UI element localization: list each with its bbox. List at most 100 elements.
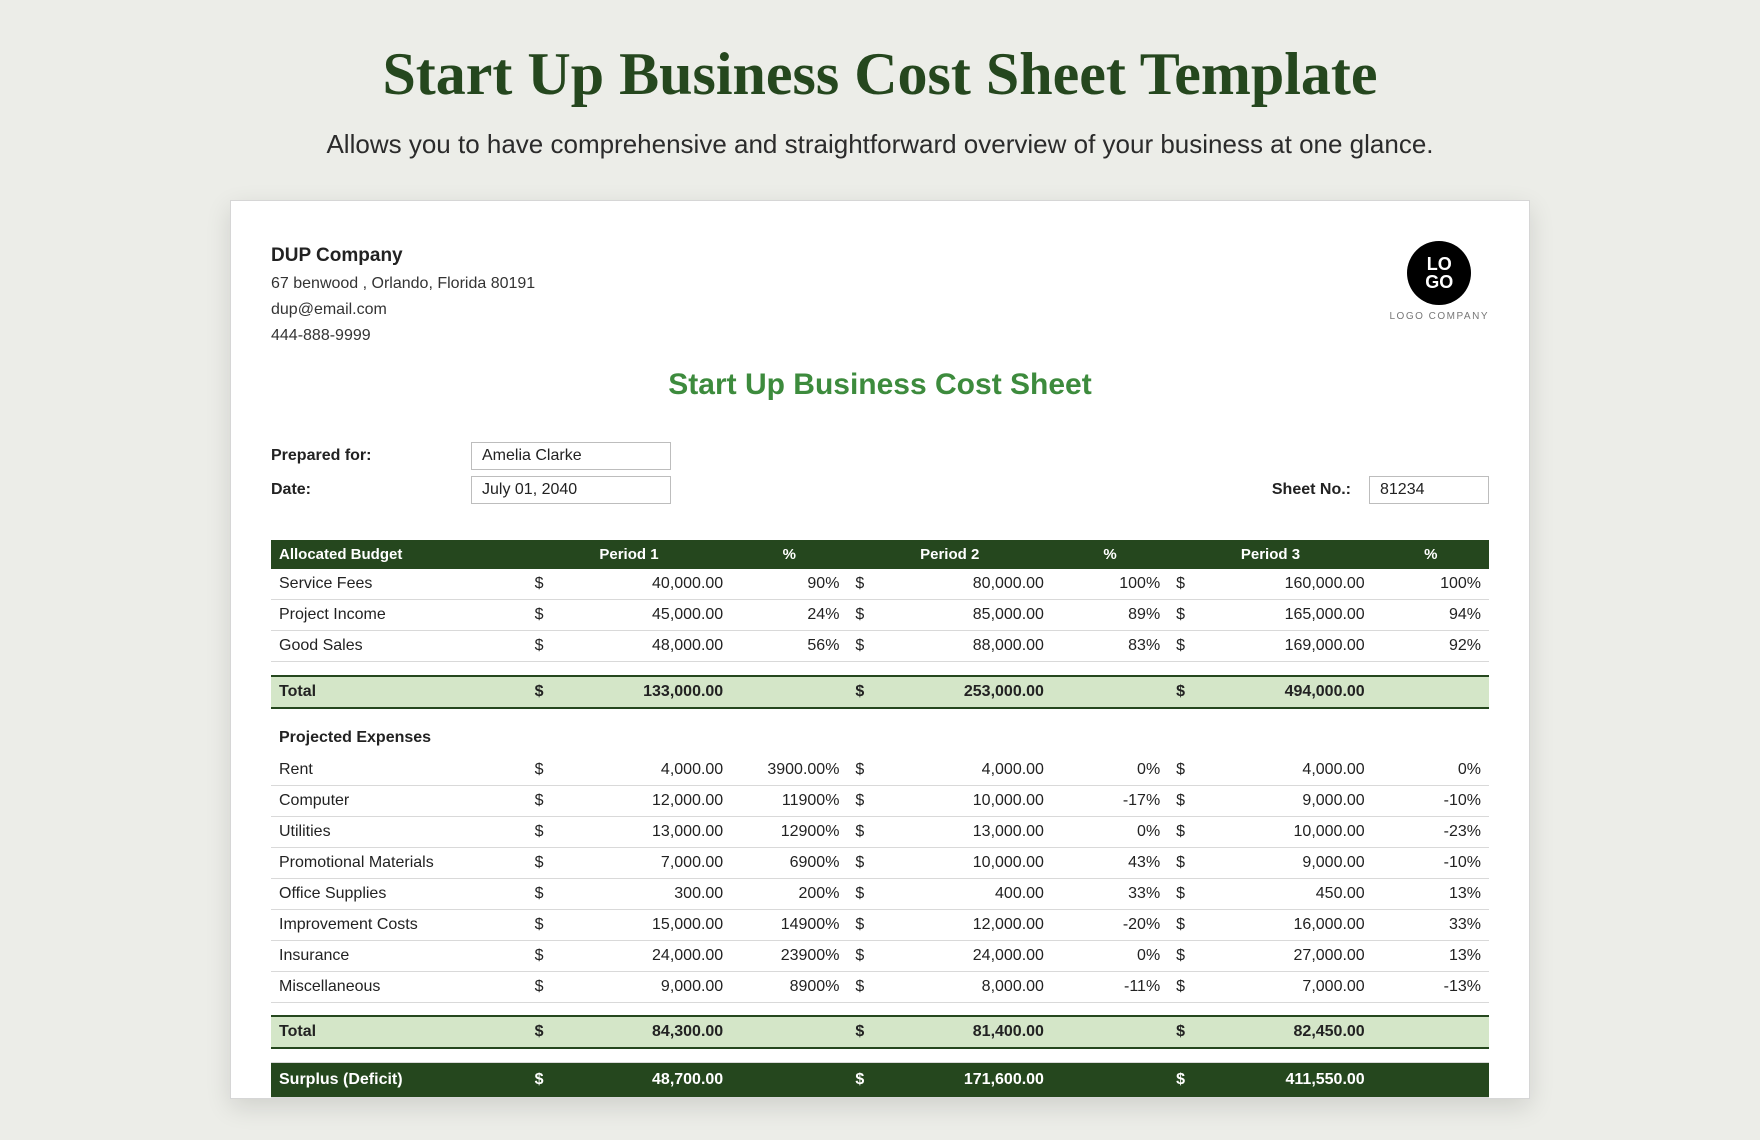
currency-symbol: $ [1168,878,1198,909]
date-value[interactable]: July 01, 2040 [471,476,671,504]
company-block: DUP Company 67 benwood , Orlando, Florid… [271,241,535,348]
sheet-no-value[interactable]: 81234 [1369,476,1489,504]
surplus-p1: 48,700.00 [557,1062,731,1097]
currency-symbol: $ [847,909,877,940]
row-p2: 13,000.00 [878,816,1052,847]
currency-symbol: $ [1168,600,1198,631]
currency-symbol: $ [527,755,557,786]
row-p2: 10,000.00 [878,847,1052,878]
currency-symbol: $ [527,909,557,940]
expense-row: Rent$4,000.003900.00%$4,000.000%$4,000.0… [271,755,1489,786]
budget-total-row: Total $ 133,000.00 $ 253,000.00 $ 494,00… [271,676,1489,708]
currency-symbol: $ [847,1062,877,1097]
surplus-p2: 171,600.00 [878,1062,1052,1097]
prepared-for-label: Prepared for: [271,447,451,465]
row-label: Office Supplies [271,878,527,909]
expense-total-p2: 81,400.00 [878,1016,1052,1048]
expense-row: Miscellaneous$9,000.008900%$8,000.00-11%… [271,971,1489,1002]
row-p2-pct: -11% [1052,971,1168,1002]
currency-symbol: $ [847,631,877,662]
expenses-section-title: Projected Expenses [271,708,1489,755]
row-p2-pct: 43% [1052,847,1168,878]
row-p1-pct: 90% [731,569,847,600]
expense-row: Computer$12,000.0011900%$10,000.00-17%$9… [271,785,1489,816]
row-p3-pct: 13% [1373,878,1489,909]
expense-total-p3: 82,450.00 [1198,1016,1372,1048]
row-p3-pct: 0% [1373,755,1489,786]
row-p3: 4,000.00 [1198,755,1372,786]
row-label: Good Sales [271,631,527,662]
row-p1: 12,000.00 [557,785,731,816]
row-p1: 300.00 [557,878,731,909]
currency-symbol: $ [1168,755,1198,786]
row-p3-pct: -10% [1373,847,1489,878]
col-period-3: Period 3 [1168,540,1373,569]
currency-symbol: $ [527,816,557,847]
row-p1-pct: 23900% [731,940,847,971]
row-p3-pct: 94% [1373,600,1489,631]
currency-symbol: $ [1168,785,1198,816]
row-label: Improvement Costs [271,909,527,940]
row-p2: 24,000.00 [878,940,1052,971]
row-label: Rent [271,755,527,786]
row-p1: 40,000.00 [557,569,731,600]
currency-symbol: $ [527,631,557,662]
budget-row: Project Income$45,000.0024%$85,000.0089%… [271,600,1489,631]
row-p2: 10,000.00 [878,785,1052,816]
prepared-for-value[interactable]: Amelia Clarke [471,442,671,470]
currency-symbol: $ [847,600,877,631]
currency-symbol: $ [1168,1016,1198,1048]
page-title: Start Up Business Cost Sheet Template [382,40,1377,109]
table-header-row: Allocated Budget Period 1 % Period 2 % P… [271,540,1489,569]
surplus-row: Surplus (Deficit) $ 48,700.00 $ 171,600.… [271,1062,1489,1097]
logo-block: LOGO LOGO COMPANY [1390,241,1490,322]
row-p3: 10,000.00 [1198,816,1372,847]
company-email: dup@email.com [271,297,535,323]
row-p3: 160,000.00 [1198,569,1372,600]
date-label: Date: [271,481,451,499]
row-label: Utilities [271,816,527,847]
currency-symbol: $ [527,878,557,909]
currency-symbol: $ [847,1016,877,1048]
row-p2: 80,000.00 [878,569,1052,600]
currency-symbol: $ [1168,631,1198,662]
page-subtitle: Allows you to have comprehensive and str… [326,129,1433,160]
row-label: Project Income [271,600,527,631]
currency-symbol: $ [527,847,557,878]
expense-row: Improvement Costs$15,000.0014900%$12,000… [271,909,1489,940]
document-title: Start Up Business Cost Sheet [271,368,1489,402]
row-p2: 12,000.00 [878,909,1052,940]
surplus-label: Surplus (Deficit) [271,1062,527,1097]
currency-symbol: $ [1168,971,1198,1002]
row-p1: 7,000.00 [557,847,731,878]
expense-row: Insurance$24,000.0023900%$24,000.000%$27… [271,940,1489,971]
row-p3: 169,000.00 [1198,631,1372,662]
row-p1-pct: 14900% [731,909,847,940]
row-p2-pct: 0% [1052,940,1168,971]
row-p2-pct: 0% [1052,816,1168,847]
row-p1: 4,000.00 [557,755,731,786]
currency-symbol: $ [527,785,557,816]
row-p3: 7,000.00 [1198,971,1372,1002]
row-p1: 45,000.00 [557,600,731,631]
row-label: Miscellaneous [271,971,527,1002]
row-p2: 85,000.00 [878,600,1052,631]
row-p1-pct: 6900% [731,847,847,878]
expense-row: Office Supplies$300.00200%$400.0033%$450… [271,878,1489,909]
row-p2: 8,000.00 [878,971,1052,1002]
row-p3-pct: 92% [1373,631,1489,662]
row-p1: 13,000.00 [557,816,731,847]
expense-total-p1: 84,300.00 [557,1016,731,1048]
expense-total-row: Total $ 84,300.00 $ 81,400.00 $ 82,450.0… [271,1016,1489,1048]
currency-symbol: $ [527,600,557,631]
currency-symbol: $ [847,785,877,816]
currency-symbol: $ [847,878,877,909]
logo-icon: LOGO [1407,241,1471,305]
row-p3: 9,000.00 [1198,847,1372,878]
currency-symbol: $ [847,971,877,1002]
currency-symbol: $ [527,676,557,708]
row-p1-pct: 56% [731,631,847,662]
row-p3-pct: 13% [1373,940,1489,971]
currency-symbol: $ [1168,569,1198,600]
expense-total-label: Total [271,1016,527,1048]
